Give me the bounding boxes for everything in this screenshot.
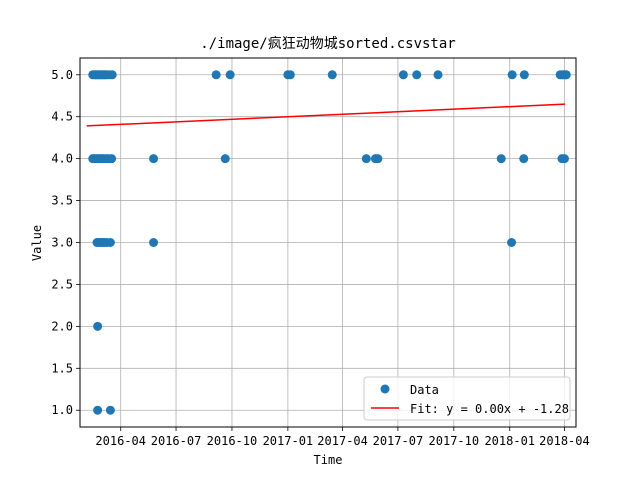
y-tick-label: 2.0 xyxy=(51,319,73,333)
data-point xyxy=(507,238,517,247)
x-tick-label: 2017-04 xyxy=(317,434,368,448)
data-point xyxy=(519,70,529,80)
x-tick-label: 2017-01 xyxy=(263,434,314,448)
data-point xyxy=(225,70,235,80)
x-tick-label: 2018-01 xyxy=(484,434,535,448)
data-point xyxy=(519,154,529,164)
legend-marker-data xyxy=(380,384,390,394)
legend-box xyxy=(363,376,571,421)
fit-line-layer xyxy=(86,103,566,127)
y-axis-label: Value xyxy=(30,225,44,261)
data-point xyxy=(373,154,383,164)
data-point xyxy=(559,154,569,164)
chart-title: ./image/疯狂动物城sorted.csvstar xyxy=(200,36,455,52)
x-tick-label: 2018-04 xyxy=(539,434,590,448)
x-tick-label: 2016-04 xyxy=(95,434,146,448)
data-point xyxy=(433,70,443,80)
data-point xyxy=(561,70,571,80)
y-tick-label: 1.5 xyxy=(51,361,73,375)
data-point xyxy=(507,70,517,80)
data-point xyxy=(107,154,117,164)
y-tick-label: 3.0 xyxy=(51,236,73,250)
data-point xyxy=(398,70,408,80)
data-point xyxy=(211,70,221,80)
fit-line xyxy=(86,103,566,127)
x-axis-label: Time xyxy=(314,453,343,467)
data-point xyxy=(496,154,506,164)
y-tick-label: 4.5 xyxy=(51,110,73,124)
data-point xyxy=(327,70,337,80)
y-tick-label: 3.5 xyxy=(51,194,73,208)
x-tick-label: 2016-07 xyxy=(151,434,202,448)
data-point xyxy=(107,70,117,80)
data-point xyxy=(220,154,230,164)
y-tick-label: 5.0 xyxy=(51,68,73,82)
data-point xyxy=(93,321,103,331)
x-tick-label: 2016-10 xyxy=(207,434,258,448)
y-axis-ticks: 1.0 1.5 2.0 2.5 3.0 3.5 4.0 4.5 5.0 xyxy=(51,68,80,417)
data-points-layer xyxy=(88,70,571,415)
y-tick-label: 2.5 xyxy=(51,277,73,291)
x-tick-label: 2017-10 xyxy=(429,434,480,448)
y-tick-label: 1.0 xyxy=(51,403,73,417)
y-tick-label: 4.0 xyxy=(51,152,73,166)
legend-label-data: Data xyxy=(410,383,439,397)
data-point xyxy=(149,154,159,164)
legend: Data Fit: y = 0.00x + -1.28 xyxy=(363,376,571,421)
data-point xyxy=(412,70,422,80)
legend-label-fit: Fit: y = 0.00x + -1.28 xyxy=(410,402,569,416)
x-axis-ticks: 2016-04 2016-07 2016-10 2017-01 2017-04 2017-… xyxy=(95,427,590,448)
data-point xyxy=(361,154,371,164)
x-tick-label: 2017-07 xyxy=(373,434,424,448)
data-point xyxy=(149,238,159,247)
data-point xyxy=(285,70,295,80)
data-point xyxy=(105,238,115,247)
data-point xyxy=(105,405,115,415)
data-point xyxy=(93,405,103,415)
